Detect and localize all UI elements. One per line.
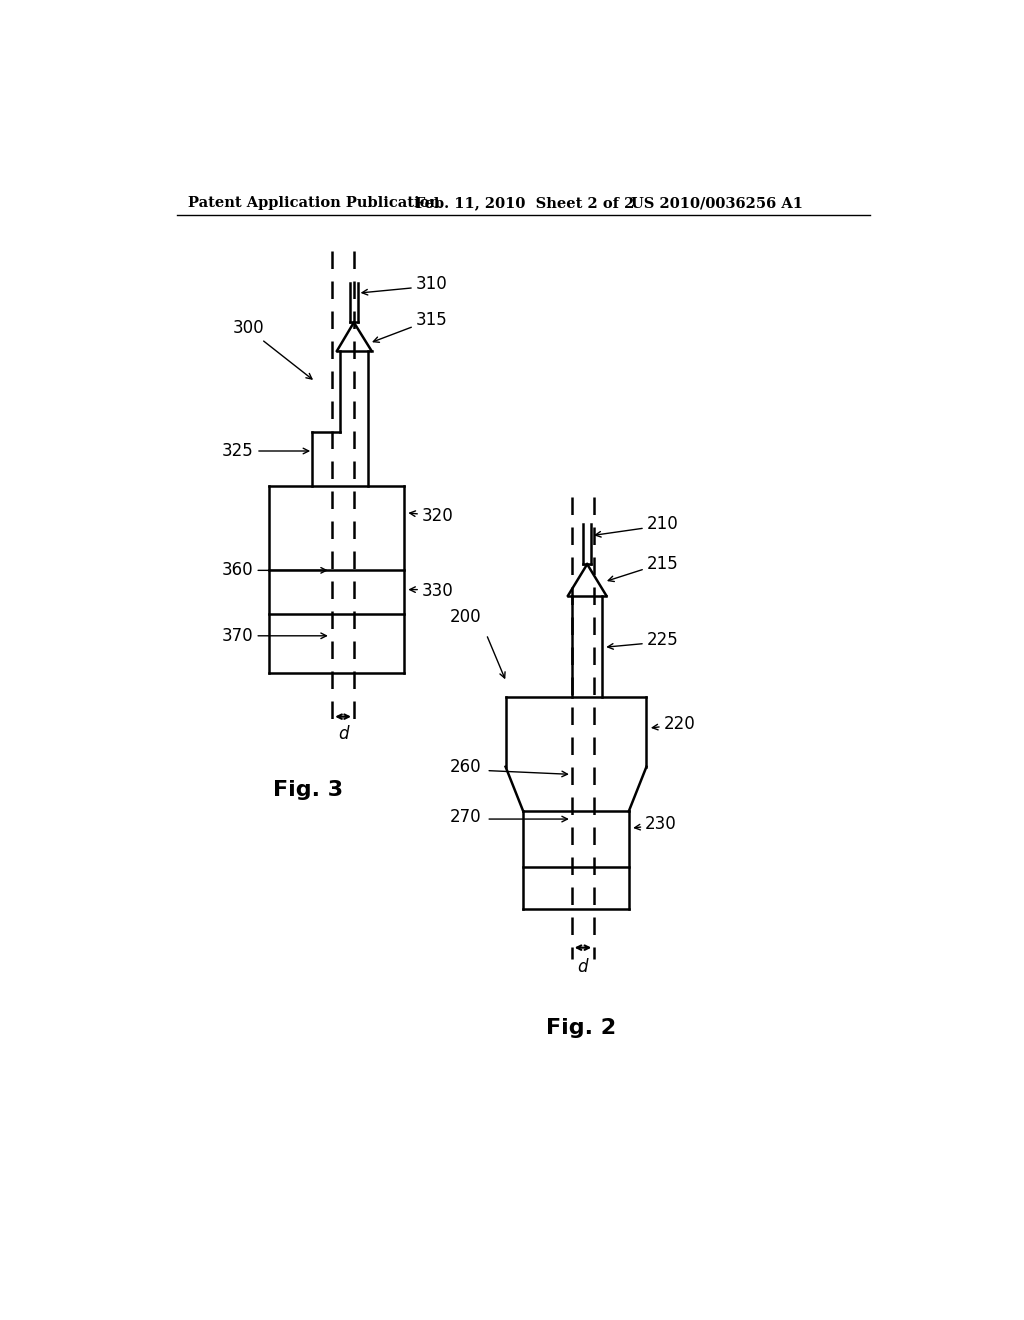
Text: US 2010/0036256 A1: US 2010/0036256 A1 <box>631 197 803 210</box>
Text: Fig. 3: Fig. 3 <box>272 780 343 800</box>
Text: 360: 360 <box>221 561 253 579</box>
Text: 200: 200 <box>451 607 481 626</box>
Text: 260: 260 <box>451 758 481 776</box>
Text: 370: 370 <box>221 627 253 644</box>
Text: 225: 225 <box>646 631 678 648</box>
Text: 325: 325 <box>221 442 253 459</box>
Text: 210: 210 <box>646 515 678 533</box>
Text: 220: 220 <box>664 715 695 734</box>
Text: Feb. 11, 2010  Sheet 2 of 2: Feb. 11, 2010 Sheet 2 of 2 <box>416 197 635 210</box>
Text: 300: 300 <box>232 319 264 337</box>
Text: d: d <box>578 958 588 975</box>
Text: 230: 230 <box>645 816 677 833</box>
Text: 315: 315 <box>416 312 447 329</box>
Text: 215: 215 <box>646 556 678 573</box>
Text: 320: 320 <box>422 507 454 525</box>
Text: Patent Application Publication: Patent Application Publication <box>188 197 440 210</box>
Text: 330: 330 <box>422 582 454 601</box>
Text: d: d <box>338 726 348 743</box>
Text: 310: 310 <box>416 275 447 293</box>
Text: Fig. 2: Fig. 2 <box>546 1019 616 1039</box>
Text: 270: 270 <box>451 808 481 826</box>
